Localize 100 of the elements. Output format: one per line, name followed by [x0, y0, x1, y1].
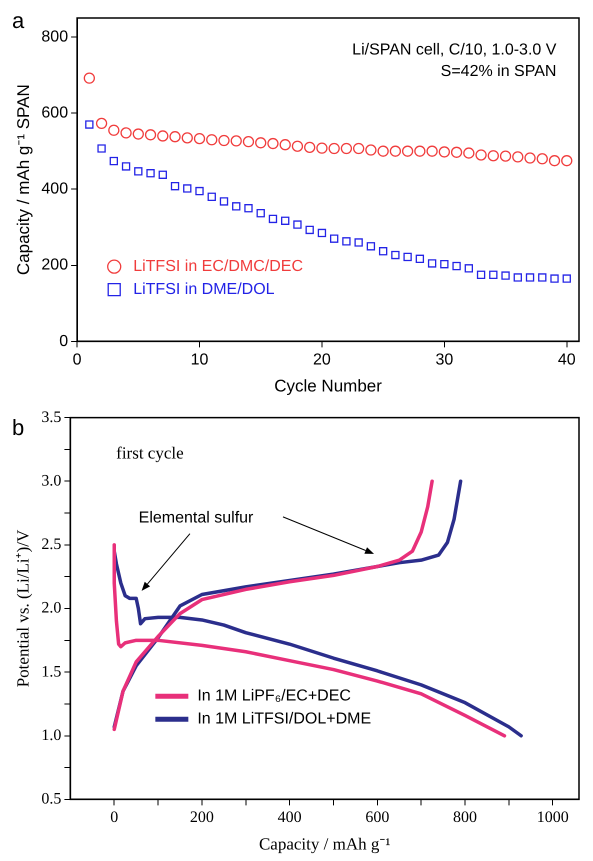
- point: [438, 146, 450, 158]
- point: [452, 262, 461, 270]
- point: [146, 169, 155, 178]
- point: [293, 220, 302, 229]
- point: [378, 247, 388, 256]
- point: [538, 273, 546, 282]
- point: [242, 136, 254, 148]
- x-axis-title: Capacity / mAh g⁻¹: [258, 834, 390, 854]
- point: [366, 242, 376, 250]
- text: b: [12, 415, 24, 440]
- point: [169, 131, 181, 142]
- point: [97, 144, 106, 153]
- point: [318, 228, 326, 238]
- point: [365, 144, 377, 156]
- y-tick-label: 1.5: [41, 663, 62, 680]
- point: [85, 120, 94, 129]
- y-tick-label: 0: [59, 332, 68, 350]
- point: [353, 142, 364, 154]
- y-tick-label: 2.5: [41, 536, 62, 554]
- point: [157, 130, 168, 142]
- point: [391, 250, 400, 260]
- point: [428, 259, 436, 268]
- point: [96, 118, 108, 130]
- point: [354, 238, 363, 247]
- y-axis-title: Capacity / mAh g⁻¹ SPAN: [14, 84, 33, 276]
- point: [340, 142, 352, 154]
- point: [416, 254, 424, 264]
- point: [328, 142, 340, 154]
- point: [281, 216, 290, 225]
- point: [306, 226, 314, 234]
- point: [170, 182, 180, 190]
- legend-label: LiTFSI in EC/DMC/DEC: [133, 258, 304, 276]
- point: [548, 155, 560, 166]
- point: [316, 142, 328, 154]
- point: [536, 153, 548, 164]
- y-tick-label: 800: [41, 28, 68, 46]
- x-axis-title: Cycle Number: [274, 376, 382, 396]
- point: [463, 147, 474, 159]
- point: [232, 202, 240, 211]
- point: [208, 192, 216, 202]
- point: [403, 252, 412, 262]
- text: a: [12, 8, 25, 34]
- point: [256, 208, 265, 218]
- y-tick-label: 400: [41, 180, 68, 198]
- point: [512, 151, 524, 163]
- y-tick-label: 3.5: [41, 408, 62, 426]
- x-tick-label: 20: [313, 351, 331, 368]
- point: [450, 146, 462, 158]
- point: [183, 184, 192, 193]
- point: [206, 134, 218, 146]
- point: [390, 146, 402, 157]
- annotation: Li/SPAN cell, C/10, 1.0-3.0 V: [352, 42, 557, 59]
- point: [342, 237, 351, 246]
- point: [377, 146, 389, 157]
- x-tick-label: 200: [190, 809, 214, 826]
- point: [220, 197, 228, 206]
- annotation: Elemental sulfur: [138, 509, 254, 526]
- point: [144, 129, 156, 140]
- point: [475, 149, 487, 161]
- y-axis-title: Potential vs. (Li/Li⁺)/V: [14, 529, 33, 688]
- point: [402, 146, 414, 157]
- legend-label: In 1M LiPF₆/EC+DEC: [197, 688, 351, 705]
- point: [110, 156, 118, 166]
- legend-label: LiTFSI in DME/DOL: [133, 281, 275, 298]
- point: [267, 138, 279, 150]
- x-tick-label: 400: [278, 809, 302, 826]
- point: [268, 214, 278, 224]
- point: [514, 273, 522, 282]
- y-tick-label: 3.0: [41, 472, 62, 490]
- x-tick-label: 600: [365, 809, 390, 826]
- annotation: first cycle: [116, 444, 184, 463]
- annotation: S=42% in SPAN: [440, 62, 556, 80]
- point: [230, 135, 242, 147]
- point: [122, 162, 130, 171]
- point: [526, 273, 534, 282]
- point: [182, 132, 193, 144]
- point: [489, 270, 498, 280]
- point: [158, 170, 167, 179]
- x-tick-label: 30: [435, 351, 454, 368]
- point: [500, 150, 512, 162]
- y-tick-label: 1.0: [41, 726, 62, 744]
- y-tick-label: 200: [41, 256, 68, 274]
- point: [292, 140, 304, 152]
- point: [108, 124, 120, 136]
- point: [132, 128, 144, 140]
- point: [120, 127, 132, 139]
- point: [244, 204, 253, 212]
- point: [488, 150, 499, 162]
- point: [550, 274, 559, 283]
- point: [84, 72, 95, 84]
- y-tick-label: 0.5: [41, 790, 62, 808]
- point: [194, 132, 206, 144]
- point: [501, 271, 510, 280]
- x-tick-label: 40: [558, 351, 576, 368]
- legend-label: In 1M LiTFSI/DOL+DME: [197, 710, 372, 728]
- x-tick-label: 800: [453, 809, 478, 826]
- point: [195, 186, 204, 196]
- x-tick-label: 0: [110, 809, 118, 826]
- point: [255, 137, 266, 148]
- point: [562, 274, 571, 283]
